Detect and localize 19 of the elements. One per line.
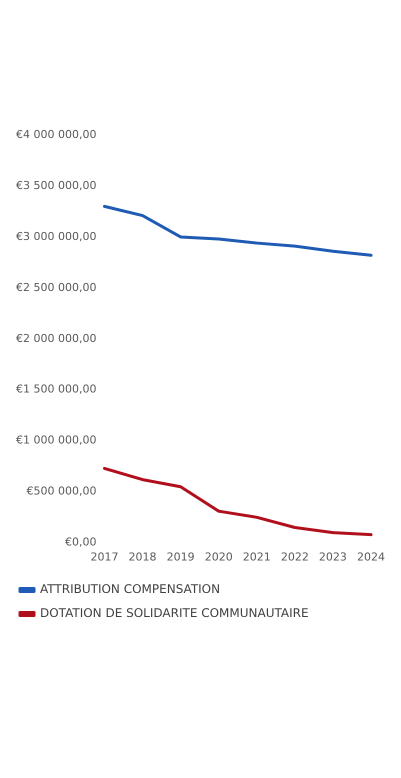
y-tick-label: €1 500 000,00 — [16, 382, 96, 396]
y-tick-label: €3 500 000,00 — [16, 178, 96, 192]
x-tick-label: 2021 — [242, 550, 271, 564]
x-tick-label: 2024 — [357, 550, 386, 564]
x-tick-label: 2018 — [128, 550, 157, 564]
x-tick-label: 2023 — [318, 550, 347, 564]
x-tick-label: 2017 — [90, 550, 118, 564]
x-tick-label: 2019 — [166, 550, 195, 564]
x-tick-label: 2022 — [280, 550, 309, 564]
y-tick-label: €4 000 000,00 — [16, 128, 96, 141]
y-tick-label: €0,00 — [64, 536, 96, 549]
legend-label: DOTATION DE SOLIDARITE COMMUNAUTAIRE — [40, 606, 309, 620]
y-tick-label: €3 000 000,00 — [16, 230, 96, 243]
y-tick-label: €2 500 000,00 — [16, 280, 96, 294]
x-tick-label: 2020 — [204, 550, 233, 564]
y-tick-label: €500 000,00 — [26, 484, 96, 498]
legend-label: ATTRIBUTION COMPENSATION — [40, 582, 220, 596]
y-tick-label: €2 000 000,00 — [16, 332, 96, 345]
y-tick-label: €1 000 000,00 — [16, 434, 96, 447]
